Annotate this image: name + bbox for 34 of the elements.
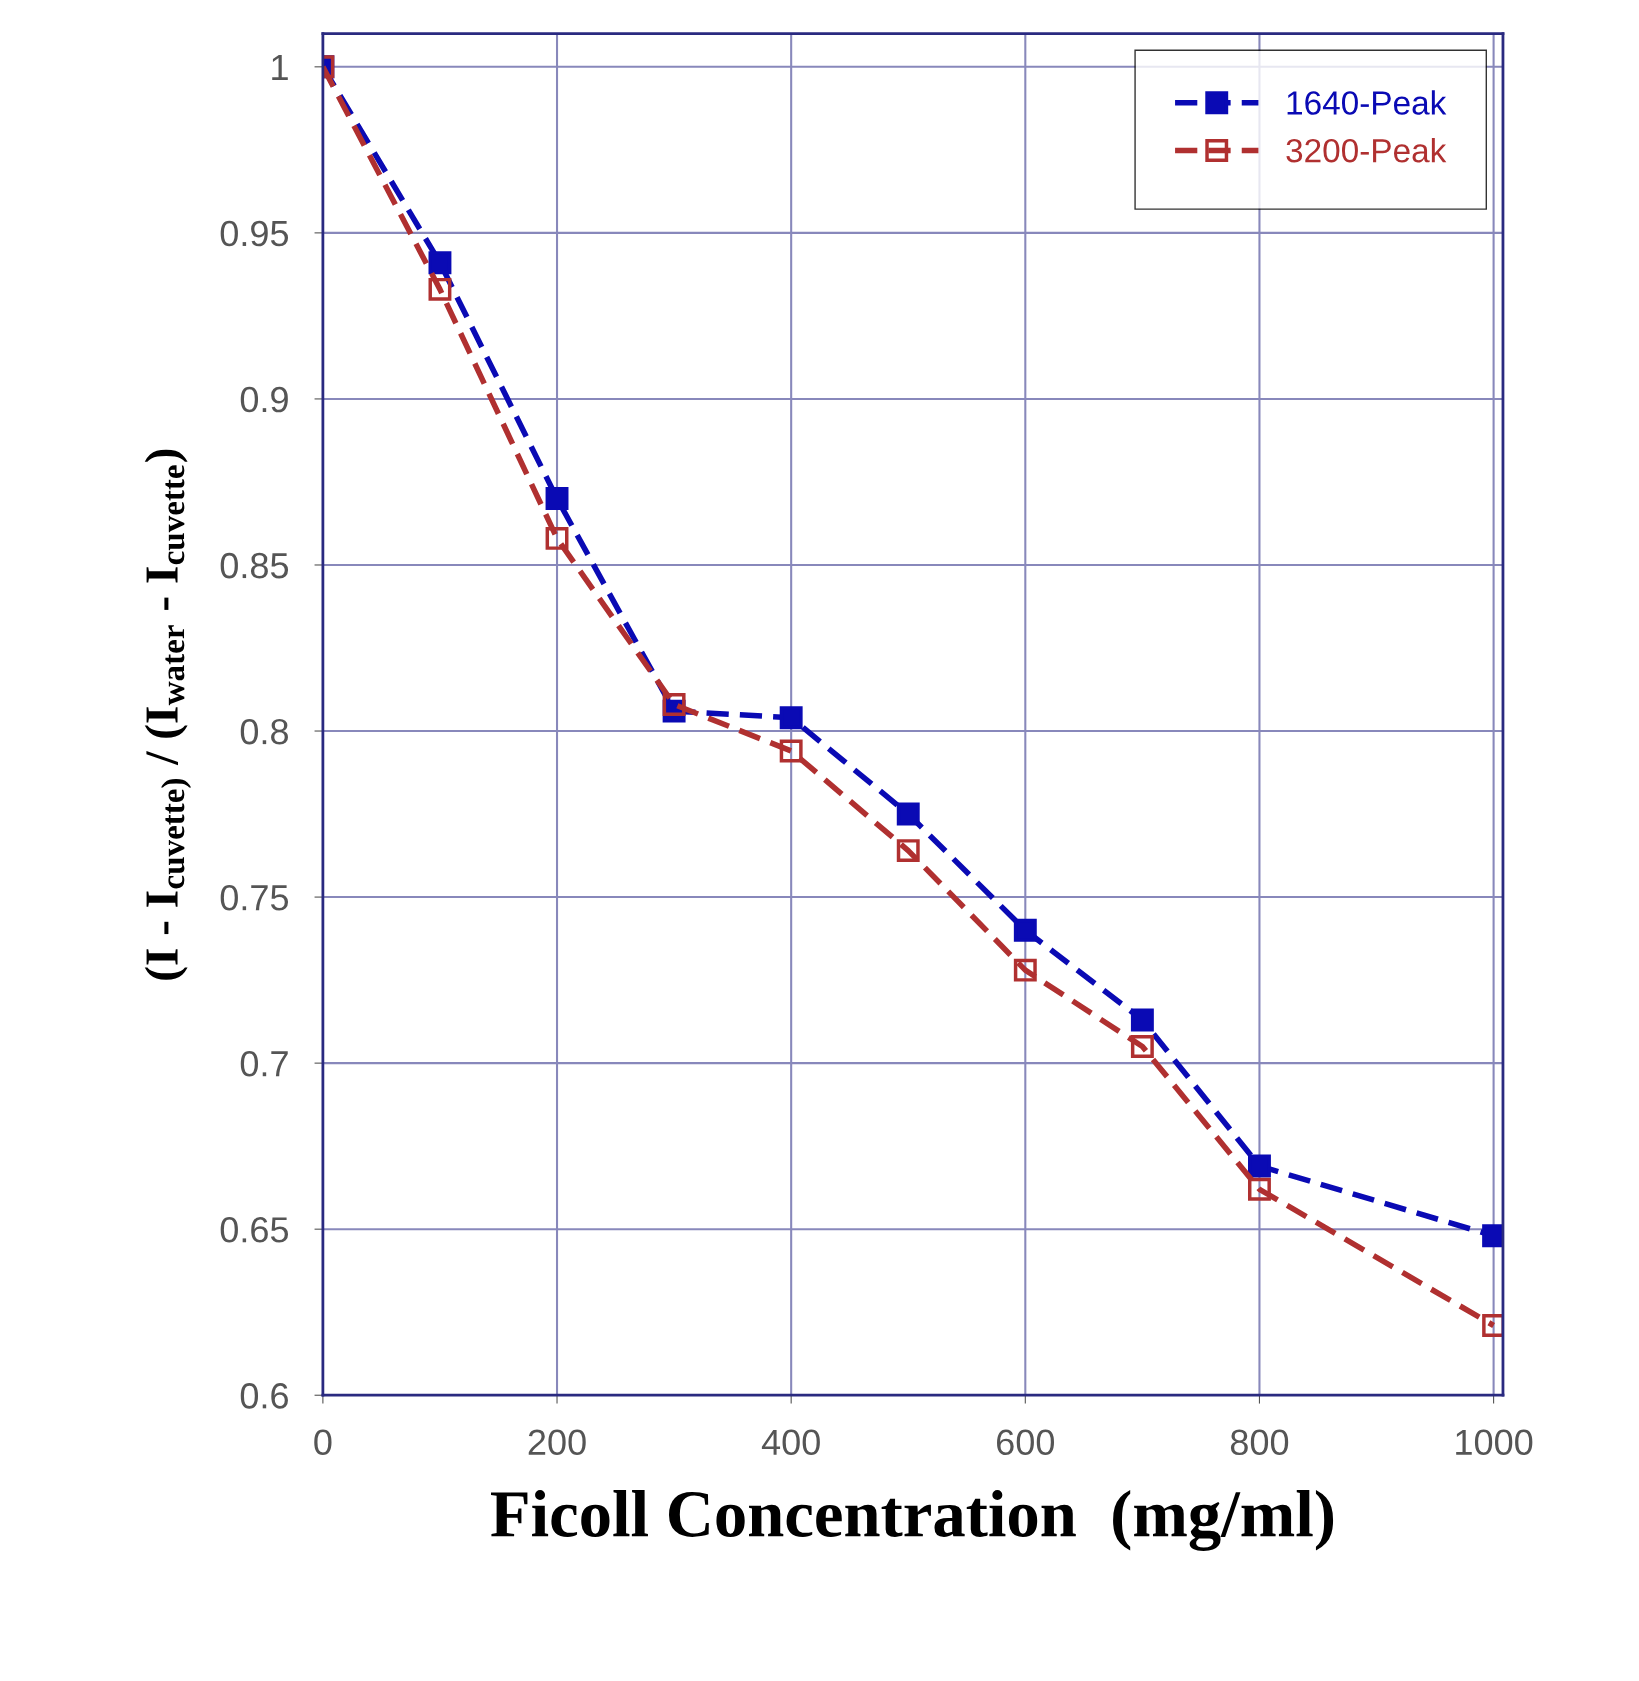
y-tick-label: 0.9	[240, 386, 288, 413]
x-axis-title: Ficoll Concentration (mg/ml)	[491, 1490, 1334, 1551]
y-tick-label: 0.85	[220, 552, 289, 579]
point	[896, 839, 920, 863]
y-tick-label: 0.75	[220, 884, 289, 911]
point	[428, 277, 452, 301]
y-tick-label: 0.8	[240, 718, 288, 745]
y-axis-title: (I - I$_{cuvette)}$ / (I$_{water}$ - I$_{cuvette}$)	[144, 449, 192, 980]
x-tick-label: 200	[528, 1429, 586, 1456]
point	[545, 526, 569, 550]
point	[1247, 1154, 1271, 1178]
y-tick-label: 1	[272, 55, 288, 80]
x-tick-label: 0	[314, 1429, 332, 1456]
point	[1247, 1177, 1271, 1201]
y-tick-label: 0.7	[240, 1051, 288, 1077]
point	[1130, 1035, 1154, 1058]
legend-label: 3200-Peak	[1286, 138, 1447, 163]
x-tick-label: 800	[1230, 1429, 1289, 1456]
legend-label: 1640-Peak	[1287, 90, 1447, 115]
x-tick-label: 400	[761, 1429, 820, 1456]
y-tick-label: 0.65	[220, 1217, 289, 1243]
point	[1130, 1008, 1154, 1032]
point	[545, 487, 569, 511]
point	[662, 693, 686, 716]
point	[779, 739, 803, 763]
y-tick-label: 0.95	[220, 220, 289, 247]
point	[779, 706, 803, 730]
point	[896, 802, 920, 826]
point	[428, 251, 452, 275]
point	[1013, 958, 1037, 982]
x-tick-label: 600	[997, 1429, 1055, 1456]
point	[1013, 918, 1037, 942]
y-tick-label: 0.6	[240, 1383, 288, 1409]
x-tick-label: 1000	[1456, 1429, 1533, 1456]
